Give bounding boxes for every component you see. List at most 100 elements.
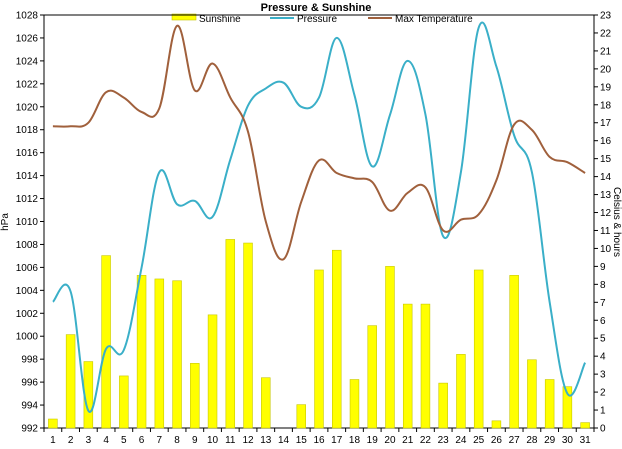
right-axis-tick-label: 20 (600, 64, 612, 75)
x-axis-tick-label: 27 (509, 435, 521, 446)
left-axis-tick-label: 992 (21, 424, 38, 435)
left-axis-tick-label: 1018 (16, 125, 39, 136)
x-axis-tick-label: 15 (296, 435, 308, 446)
x-axis-tick-label: 8 (174, 435, 180, 446)
x-axis-tick-label: 13 (260, 435, 272, 446)
right-axis-tick-label: 16 (600, 136, 612, 147)
right-axis-tick-label: 3 (600, 370, 606, 381)
left-axis-tick-label: 1026 (16, 33, 39, 44)
sunshine-bar (207, 314, 218, 429)
right-axis-tick-label: 22 (600, 28, 612, 39)
left-axis-tick-label: 1008 (16, 240, 39, 251)
x-axis-tick-label: 5 (121, 435, 127, 446)
x-axis-tick-label: 20 (384, 435, 396, 446)
x-axis-tick-label: 7 (157, 435, 163, 446)
sunshine-bar (402, 303, 413, 429)
right-axis-tick-label: 11 (600, 226, 611, 237)
x-axis-tick-label: 23 (438, 435, 450, 446)
sunshine-bar (48, 418, 58, 429)
right-axis-tick-label: 21 (600, 46, 612, 57)
pressure-line (52, 21, 587, 413)
left-axis-tick-label: 1024 (16, 56, 39, 67)
sunshine-bar (65, 334, 76, 429)
right-axis-tick-label: 5 (600, 334, 606, 345)
x-axis-tick-label: 29 (544, 435, 556, 446)
right-axis-tick-label: 4 (600, 352, 606, 363)
x-axis-tick-label: 14 (278, 435, 290, 446)
left-axis-tick-label: 998 (21, 355, 38, 366)
legend-label-pressure: Pressure (297, 14, 337, 25)
left-axis-tick-label: 1006 (16, 263, 39, 274)
x-axis-tick-label: 2 (68, 435, 74, 446)
right-axis-tick-label: 9 (600, 262, 606, 273)
x-axis-tick-label: 26 (491, 435, 503, 446)
sunshine-bar (136, 275, 147, 429)
x-axis-tick-label: 22 (420, 435, 432, 446)
sunshine-bar (172, 280, 182, 429)
sunshine-bar (261, 377, 271, 429)
sunshine-bar (544, 379, 555, 429)
x-axis-tick-label: 3 (86, 435, 92, 446)
right-axis-tick-label: 19 (600, 82, 612, 93)
sunshine-bar (509, 275, 519, 429)
right-axis-title: Celsius & hours (611, 187, 622, 257)
sunshine-bar (225, 239, 236, 429)
x-axis-tick-label: 30 (562, 435, 574, 446)
left-axis-tick-label: 1010 (16, 217, 39, 228)
sunshine-bar (296, 404, 306, 429)
right-axis-tick-label: 12 (600, 208, 612, 219)
right-axis-tick-label: 14 (600, 172, 612, 183)
right-axis-tick-label: 13 (600, 190, 612, 201)
sunshine-bar (527, 359, 537, 429)
left-axis-tick-label: 994 (21, 401, 38, 412)
right-axis-tick-label: 0 (600, 424, 606, 435)
sunshine-bar (438, 382, 448, 429)
right-axis-tick-label: 1 (600, 406, 606, 417)
sunshine-bar (491, 420, 502, 429)
sunshine-bar (190, 363, 200, 429)
x-axis-tick-label: 4 (103, 435, 109, 446)
x-axis-tick-label: 24 (455, 435, 467, 446)
legend-label-sunshine: Sunshine (199, 14, 241, 25)
sunshine-bar (314, 269, 324, 429)
right-axis-tick-label: 23 (600, 11, 612, 22)
left-axis-title: hPa (0, 213, 11, 231)
sunshine-bar (385, 266, 395, 429)
left-axis-tick-label: 1022 (16, 79, 39, 90)
max-temperature-line (52, 24, 586, 261)
x-axis-tick-label: 21 (402, 435, 414, 446)
x-axis-tick-label: 19 (367, 435, 379, 446)
x-axis-tick-label: 17 (331, 435, 343, 446)
right-axis-tick-label: 18 (600, 100, 612, 111)
x-axis-tick-label: 28 (526, 435, 538, 446)
left-axis-tick-label: 996 (21, 378, 38, 389)
left-axis-tick-label: 1012 (16, 194, 39, 205)
x-axis-tick-label: 18 (349, 435, 361, 446)
left-axis-tick-label: 1020 (16, 102, 39, 113)
right-axis-tick-label: 15 (600, 154, 612, 165)
legend-label-max-temperature: Max Temperature (395, 14, 473, 25)
sunshine-bar (332, 249, 342, 429)
x-axis-tick-label: 11 (225, 435, 236, 446)
x-axis-tick-label: 1 (50, 435, 56, 446)
legend: Sunshine Pressure Max Temperature (171, 13, 473, 25)
x-axis-tick-label: 16 (313, 435, 325, 446)
sunshine-bar (473, 269, 484, 429)
right-axis-tick-label: 17 (600, 118, 612, 129)
right-axis-tick-label: 2 (600, 388, 606, 399)
x-axis-tick-label: 12 (242, 435, 254, 446)
sunshine-bar (119, 375, 129, 429)
sunshine-bar (101, 255, 111, 429)
left-axis-tick-label: 1004 (16, 286, 39, 297)
sunshine-bar (562, 386, 573, 429)
plot-area: 9929949969981000100210041006100810101012… (16, 11, 612, 447)
left-axis-tick-label: 1016 (16, 148, 39, 159)
x-axis-tick-label: 10 (207, 435, 219, 446)
sunshine-bar (580, 422, 590, 429)
x-axis-tick-label: 25 (473, 435, 485, 446)
left-axis-tick-label: 1000 (16, 332, 39, 343)
sunshine-bar (456, 354, 466, 429)
sunshine-bar (367, 325, 377, 429)
right-axis-tick-label: 10 (600, 244, 612, 255)
